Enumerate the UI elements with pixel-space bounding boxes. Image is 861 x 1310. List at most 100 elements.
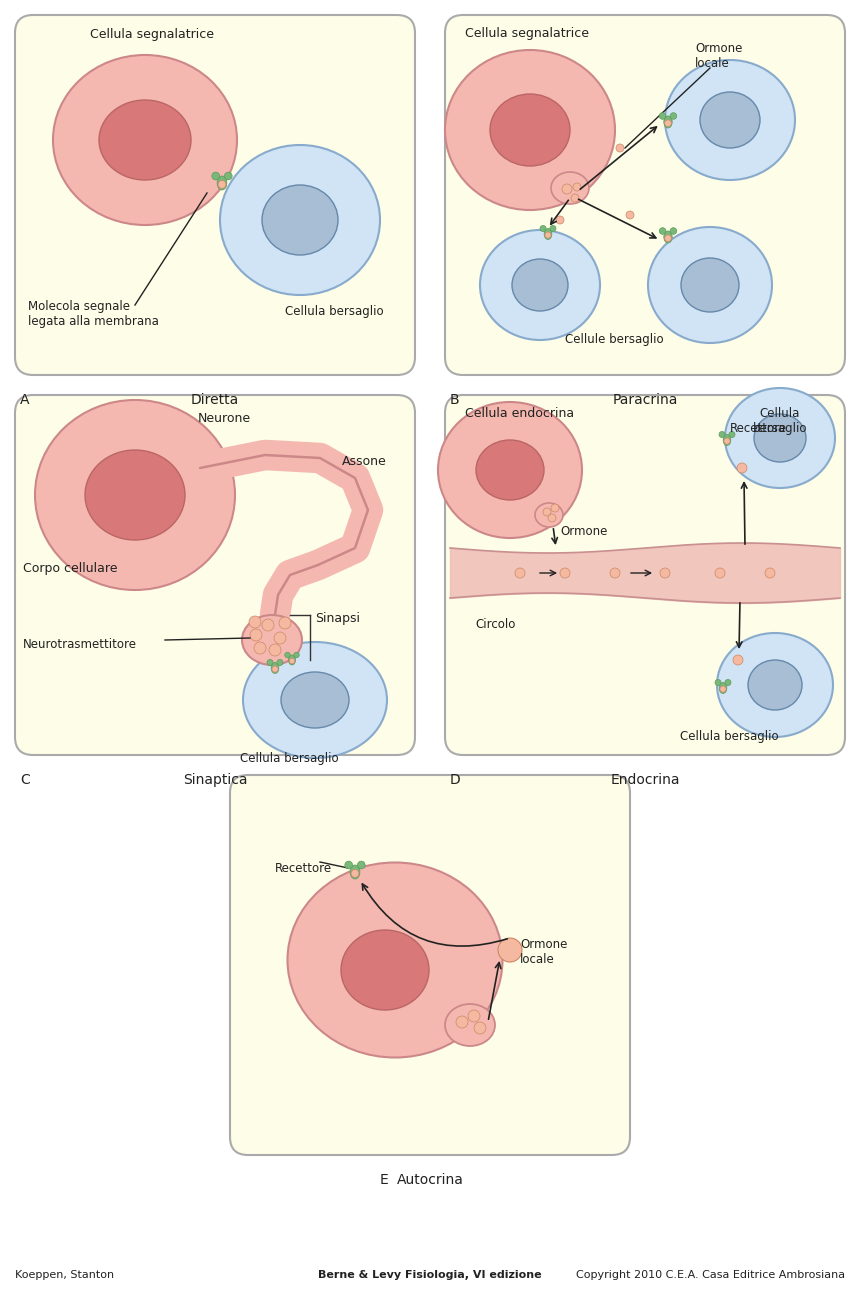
Ellipse shape (212, 172, 220, 179)
Circle shape (733, 655, 743, 665)
Circle shape (616, 144, 624, 152)
Text: Copyright 2010 C.E.A. Casa Editrice Ambrosiana: Copyright 2010 C.E.A. Casa Editrice Ambr… (576, 1269, 845, 1280)
Ellipse shape (700, 92, 760, 148)
Ellipse shape (262, 185, 338, 255)
Text: Cellula segnalatrice: Cellula segnalatrice (90, 28, 214, 41)
Ellipse shape (285, 652, 290, 658)
Text: Sinaptica: Sinaptica (183, 773, 247, 787)
Circle shape (498, 938, 522, 962)
Ellipse shape (220, 145, 380, 295)
Ellipse shape (217, 176, 227, 190)
Text: Endocrina: Endocrina (610, 773, 679, 787)
Text: Sinapsi: Sinapsi (315, 612, 360, 625)
Text: Ormone
locale: Ormone locale (695, 42, 742, 69)
Ellipse shape (754, 414, 806, 462)
Ellipse shape (480, 231, 600, 341)
FancyBboxPatch shape (445, 14, 845, 375)
Circle shape (571, 194, 579, 202)
Circle shape (543, 508, 551, 516)
Ellipse shape (243, 642, 387, 758)
Ellipse shape (476, 440, 544, 500)
Circle shape (724, 438, 730, 444)
Ellipse shape (550, 225, 556, 232)
Text: Cellula
bersaglio: Cellula bersaglio (753, 407, 808, 435)
Text: A: A (20, 393, 29, 407)
Ellipse shape (225, 172, 232, 179)
Ellipse shape (660, 228, 666, 234)
Text: Cellule bersaglio: Cellule bersaglio (565, 333, 664, 346)
Circle shape (254, 642, 266, 654)
Circle shape (548, 514, 556, 521)
Circle shape (737, 462, 747, 473)
Circle shape (274, 631, 286, 645)
Circle shape (573, 183, 581, 191)
Ellipse shape (281, 672, 349, 728)
FancyBboxPatch shape (15, 396, 415, 755)
Ellipse shape (719, 683, 727, 693)
Text: Cellula bersaglio: Cellula bersaglio (680, 730, 778, 743)
Circle shape (610, 569, 620, 578)
Circle shape (279, 617, 291, 629)
Text: Ormone
locale: Ormone locale (520, 938, 567, 965)
Circle shape (720, 686, 726, 692)
Circle shape (468, 1010, 480, 1022)
Ellipse shape (35, 400, 235, 590)
Circle shape (562, 183, 572, 194)
Ellipse shape (717, 633, 833, 738)
Circle shape (250, 629, 262, 641)
Circle shape (556, 216, 564, 224)
Ellipse shape (725, 680, 731, 685)
Text: D: D (450, 773, 461, 787)
Ellipse shape (729, 431, 735, 438)
Text: Diretta: Diretta (191, 393, 239, 407)
Ellipse shape (670, 113, 677, 119)
Ellipse shape (294, 652, 300, 658)
Ellipse shape (512, 259, 568, 310)
Text: Molecola segnale
legata alla membrana: Molecola segnale legata alla membrana (28, 300, 159, 328)
Ellipse shape (288, 655, 295, 665)
Circle shape (515, 569, 525, 578)
Ellipse shape (438, 402, 582, 538)
Text: Corpo cellulare: Corpo cellulare (23, 562, 117, 575)
Ellipse shape (357, 861, 365, 869)
Text: Cellula endocrina: Cellula endocrina (465, 407, 574, 421)
Ellipse shape (665, 60, 795, 179)
Circle shape (626, 211, 634, 219)
Circle shape (560, 569, 570, 578)
Circle shape (249, 616, 261, 627)
Ellipse shape (535, 503, 563, 527)
Circle shape (474, 1022, 486, 1034)
Text: Koeppen, Stanton: Koeppen, Stanton (15, 1269, 115, 1280)
Ellipse shape (681, 258, 739, 312)
Ellipse shape (490, 94, 570, 166)
Ellipse shape (85, 451, 185, 540)
Ellipse shape (540, 225, 546, 232)
Ellipse shape (660, 113, 666, 119)
Circle shape (456, 1017, 468, 1028)
Circle shape (665, 119, 672, 127)
Text: Recettore: Recettore (275, 862, 332, 875)
Text: Paracrina: Paracrina (612, 393, 678, 407)
Ellipse shape (267, 659, 273, 665)
Ellipse shape (345, 861, 352, 869)
FancyBboxPatch shape (445, 396, 845, 755)
Text: Circolo: Circolo (475, 618, 516, 631)
Ellipse shape (99, 100, 191, 179)
Circle shape (551, 504, 559, 512)
Text: C: C (20, 773, 30, 787)
Ellipse shape (719, 431, 725, 438)
FancyBboxPatch shape (230, 776, 630, 1155)
Text: Ormone: Ormone (560, 525, 607, 538)
Circle shape (660, 569, 670, 578)
Ellipse shape (715, 680, 721, 685)
FancyBboxPatch shape (15, 14, 415, 375)
Ellipse shape (725, 388, 835, 489)
Ellipse shape (670, 228, 677, 234)
Text: Cellula segnalatrice: Cellula segnalatrice (465, 28, 589, 41)
Ellipse shape (648, 227, 772, 343)
Ellipse shape (350, 865, 360, 879)
Circle shape (665, 234, 672, 241)
Text: Recettore: Recettore (730, 422, 787, 435)
Circle shape (351, 870, 359, 878)
Ellipse shape (277, 659, 283, 665)
